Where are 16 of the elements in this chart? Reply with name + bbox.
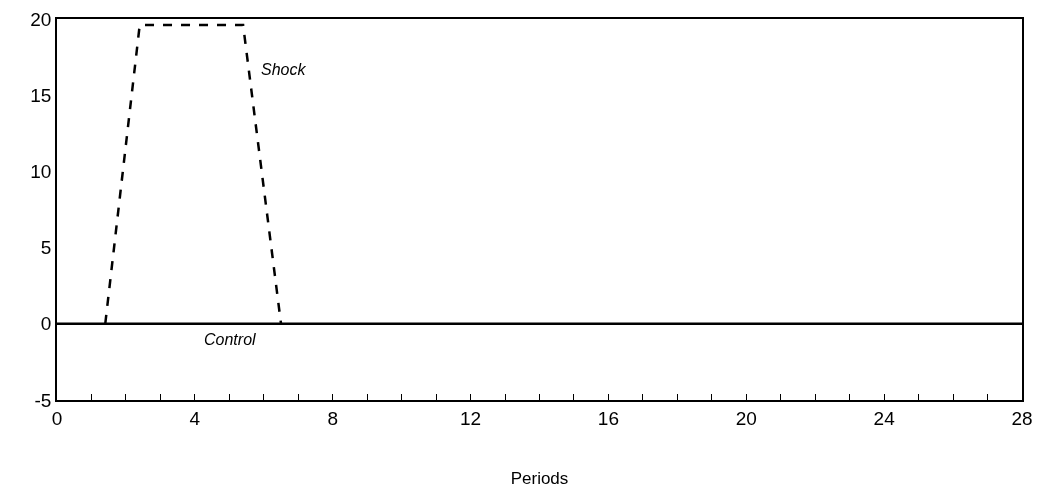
y-tick-label: 5: [40, 237, 52, 259]
y-tick-label: -5: [34, 389, 52, 411]
x-tick-label: 28: [1011, 407, 1033, 429]
series-label: Control: [204, 331, 257, 348]
y-tick-label: 10: [30, 161, 52, 183]
x-tick-label: 12: [460, 407, 482, 429]
y-tick-label: 15: [30, 84, 52, 106]
series-label: Shock: [261, 61, 307, 78]
y-tick-label: 20: [30, 8, 52, 30]
x-tick-label: 4: [189, 407, 201, 429]
x-axis-title: Periods: [510, 469, 569, 489]
x-tick-label: 16: [597, 407, 619, 429]
x-tick-label: 8: [327, 407, 338, 429]
x-tick-label: 24: [873, 407, 896, 429]
y-tick-label: 0: [40, 313, 52, 335]
x-tick-label: 20: [735, 407, 757, 429]
